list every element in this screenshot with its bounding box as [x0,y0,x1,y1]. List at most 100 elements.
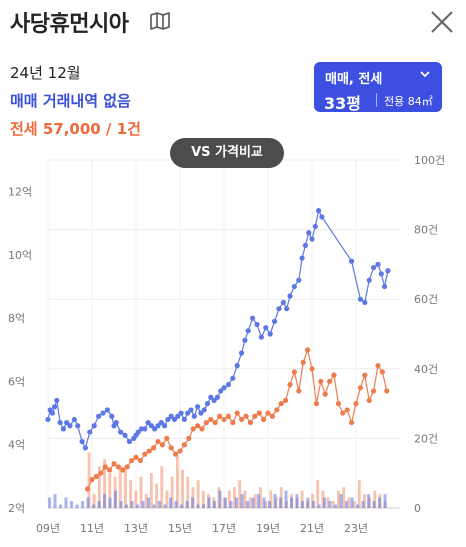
price-point [109,413,115,419]
x-tick-label: 19년 [256,522,280,535]
price-point [230,419,236,426]
price-point [162,423,168,429]
volume-bar [213,501,217,508]
volume-bar [311,494,314,508]
volume-bar [97,501,101,508]
price-point [142,451,148,457]
price-point [89,476,95,483]
price-point [375,363,381,369]
price-point [349,258,355,264]
price-point [168,445,174,451]
volume-bar [134,490,138,508]
volume-bar [155,483,159,508]
volume-bar [97,466,101,508]
price-point [148,423,154,429]
price-point [280,299,286,305]
page-title: 사당휴먼시아 [10,12,129,37]
volume-bar [356,504,360,508]
volume-bar [257,494,261,508]
y-tick-label-right: 20건 [414,432,438,445]
price-point [178,410,184,416]
price-point [203,419,209,426]
volume-bar [170,476,174,508]
vs-compare-button[interactable]: VS 가격비교 [170,138,284,168]
volume-bar [59,504,63,508]
volume-bar [339,494,343,508]
price-point [274,407,280,413]
price-point [267,331,273,337]
price-point [225,382,231,388]
price-point [142,426,148,432]
price-point [137,457,143,464]
volume-bar [326,497,330,508]
price-line [47,208,389,450]
price-point [79,438,85,445]
volume-bar [147,497,151,508]
volume-bar [144,494,148,508]
price-point [146,448,152,454]
volume-bar [114,490,118,508]
volume-bar [317,504,321,508]
price-point [173,451,179,457]
volume-bar [103,494,107,508]
x-tick-label: 17년 [212,522,236,535]
price-point [129,457,135,464]
price-point [188,407,194,413]
volume-bar [92,504,96,508]
price-point [254,321,260,328]
volume-bar [108,473,112,508]
price-point [190,426,196,432]
price-point [234,363,240,369]
volume-bar [300,490,304,508]
price-point [60,426,66,432]
price-point [175,413,181,419]
price-point [242,337,248,343]
price-point [177,448,183,454]
volume-bar [108,497,112,508]
price-point [82,445,88,451]
price-point [152,426,158,432]
price-point [113,419,119,426]
y-tick-label-right: 40건 [414,363,438,376]
price-point [234,410,240,416]
price-point [340,410,346,416]
trade-type-label: 매매, 전세 [325,72,383,87]
price-point [124,464,130,470]
price-point [287,293,293,299]
close-icon[interactable] [428,8,456,36]
price-point [115,464,121,470]
price-point [278,401,284,407]
volume-bar [152,504,156,508]
trade-summary: 매매 거래내역 없음 [10,92,131,110]
volume-bar [141,501,145,508]
price-point [366,277,372,283]
volume-bar [169,497,173,508]
price-point [165,416,171,423]
price-point [111,461,117,467]
price-point [195,423,201,429]
y-tick-label-left: 6억 [8,375,25,388]
price-point [344,407,350,413]
price-point [287,382,293,388]
volume-bar [64,497,68,508]
volume-bar [180,504,184,508]
volume-bar [290,497,294,508]
price-point [93,473,99,479]
volume-bar [139,476,143,508]
type-area-selector[interactable]: 매매, 전세 33평 전용 84㎡ [314,62,442,113]
price-point [212,419,218,426]
map-icon[interactable] [150,12,170,30]
x-tick-label: 13년 [124,522,148,535]
volume-bar [174,501,178,508]
volume-bar [149,473,153,508]
volume-bar [373,490,377,508]
price-point [155,423,161,429]
jeonse-summary: 전세 57,000 / 1건 [10,120,141,138]
price-point [299,255,305,261]
volume-bar [165,490,169,508]
y-tick-label-right: 80건 [414,224,438,237]
volume-bar [273,494,277,508]
volume-bar [233,487,236,508]
price-point [385,268,391,274]
selector-divider [376,93,377,107]
